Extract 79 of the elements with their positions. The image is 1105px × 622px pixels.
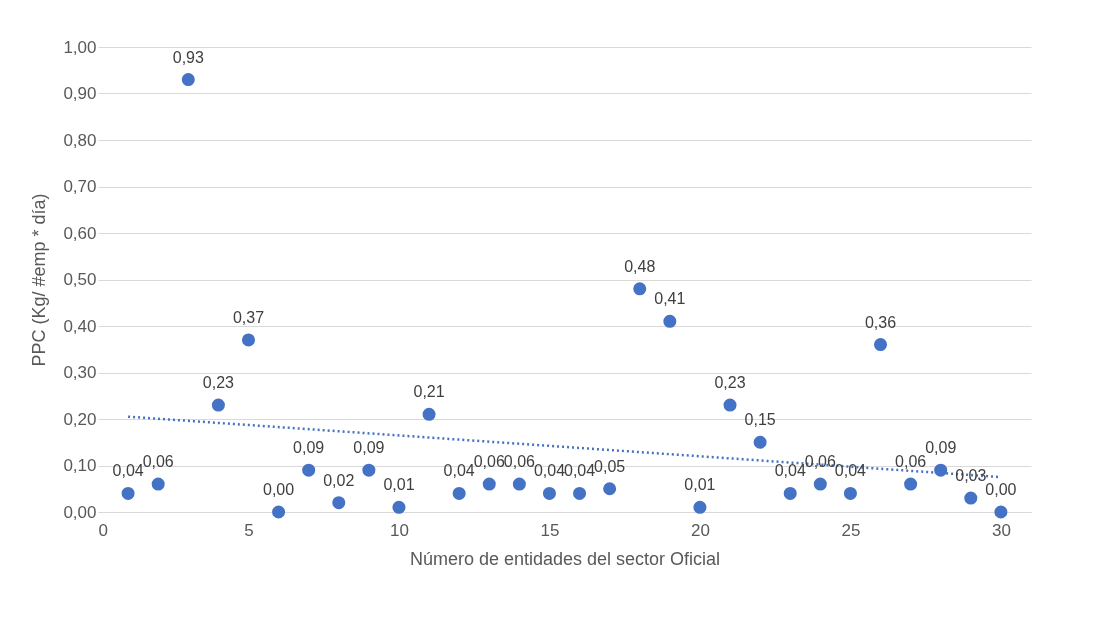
x-tick-label: 20	[690, 520, 710, 540]
data-label: 0,06	[895, 453, 927, 471]
point	[211, 398, 225, 412]
data-label: 0,06	[473, 453, 505, 471]
point	[573, 486, 587, 500]
point	[874, 338, 888, 352]
point	[452, 486, 466, 500]
data-label: 0,09	[353, 439, 385, 457]
point	[693, 500, 707, 514]
point	[272, 505, 286, 519]
data-label: 0,37	[232, 308, 265, 326]
x-tick-label: 15	[540, 520, 560, 540]
point	[994, 505, 1008, 519]
data-label: 0,23	[714, 374, 746, 392]
data-label: 0,36	[864, 313, 897, 331]
data-label: 0,93	[172, 48, 204, 66]
point	[843, 486, 857, 500]
data-label: 0,02	[323, 471, 355, 489]
data-label: 0,23	[202, 374, 235, 392]
y-tick-label: 0,10	[63, 456, 97, 475]
data-label: 0,00	[985, 481, 1017, 498]
point	[934, 463, 948, 477]
data-label: 0,06	[142, 453, 174, 471]
point	[633, 282, 647, 296]
y-tick-label: 0,80	[63, 130, 97, 150]
y-tick-label: 0,00	[63, 502, 97, 522]
data-label: 0,01	[383, 476, 415, 494]
y-tick-label: 0,70	[63, 177, 97, 196]
point	[181, 73, 195, 87]
data-label: 0,04	[834, 462, 867, 480]
y-tick-label: 0,30	[63, 363, 97, 382]
point	[302, 463, 316, 477]
point	[392, 500, 406, 514]
x-tick-label: 30	[991, 520, 1011, 540]
point	[904, 477, 918, 491]
data-label: 0,00	[263, 481, 295, 498]
data-label: 0,04	[112, 462, 144, 480]
data-label: 0,04	[443, 462, 475, 480]
point	[241, 333, 255, 347]
point	[813, 477, 827, 491]
point	[964, 491, 978, 505]
data-label: 0,21	[413, 383, 445, 401]
y-tick-label: 0,60	[63, 223, 97, 243]
point	[663, 314, 677, 328]
y-tick-label: 1,00	[63, 37, 97, 57]
y-axis-title: PPC (Kg/ #emp * día)	[29, 193, 50, 367]
point	[603, 482, 617, 496]
data-label: 0,09	[925, 439, 957, 457]
point	[332, 496, 346, 510]
point	[121, 486, 135, 500]
data-label: 0,01	[684, 476, 716, 494]
point	[151, 477, 165, 491]
point	[362, 463, 376, 477]
point	[723, 398, 737, 412]
data-label: 0,41	[654, 290, 686, 308]
y-tick-label: 0,50	[63, 270, 97, 289]
x-tick-label: 5	[244, 520, 254, 540]
point	[512, 477, 526, 491]
data-label: 0,04	[533, 462, 566, 480]
x-tick-label: 10	[390, 520, 409, 540]
x-tick-label: 25	[841, 520, 861, 540]
data-label: 0,09	[293, 439, 325, 457]
point	[783, 486, 797, 500]
y-tick-label: 0,90	[63, 84, 97, 103]
y-tick-label: 0,40	[63, 316, 97, 336]
point	[422, 407, 436, 421]
y-tick-label: 0,20	[63, 409, 97, 429]
point	[542, 486, 556, 500]
point	[482, 477, 496, 491]
x-tick-label: 0	[98, 520, 108, 540]
data-label: 0,05	[594, 457, 626, 475]
data-label: 0,48	[624, 257, 656, 275]
data-label: 0,04	[774, 462, 806, 480]
data-label: 0,03	[955, 467, 987, 485]
data-label: 0,04	[563, 462, 596, 480]
data-label: 0,15	[744, 411, 776, 429]
data-label: 0,06	[804, 453, 836, 471]
x-axis-title: Número de entidades del sector Oficial	[409, 548, 721, 569]
point	[753, 435, 767, 449]
